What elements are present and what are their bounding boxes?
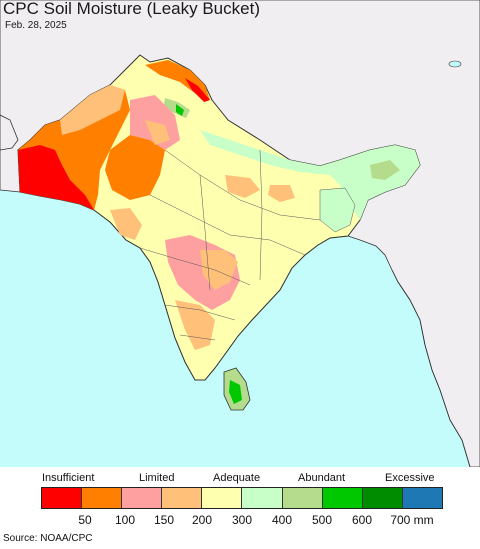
legend-swatch	[82, 488, 123, 508]
legend-category-labels: Insufficient Limited Adequate Abundant E…	[0, 472, 480, 486]
legend-swatch	[202, 488, 243, 508]
legend-label-excessive: Excessive	[385, 472, 435, 484]
legend-tick-labels: 50 100 150 200 300 400 500 600 700 mm	[0, 513, 480, 527]
sri-lanka-core	[229, 380, 242, 404]
legend-tick: 600	[351, 513, 373, 527]
source-credit: Source: NOAA/CPC	[3, 533, 93, 544]
legend-tick: 150	[153, 513, 175, 527]
myanmar-coast	[391, 269, 471, 467]
state-boundaries	[139, 149, 321, 341]
gujarat-orange	[110, 208, 142, 240]
legend-label-adequate: Adequate	[213, 472, 261, 484]
legend-tick: 50	[78, 513, 92, 527]
central-orange	[200, 250, 238, 290]
legend-swatch	[242, 488, 283, 508]
pakistan-insufficient	[18, 145, 94, 210]
legend-swatch	[362, 488, 403, 508]
legend-swatch	[402, 488, 442, 508]
legend-tick: 300	[231, 513, 253, 527]
legend-label-insufficient: Insufficient	[42, 472, 95, 484]
himalaya-orange	[145, 120, 170, 145]
legend-swatch	[282, 488, 323, 508]
mp-orange	[225, 175, 260, 198]
legend-label-limited: Limited	[139, 472, 175, 484]
legend-label-abundant: Abundant	[298, 472, 346, 484]
north-green-dark	[176, 104, 184, 116]
legend-tick: 400	[271, 513, 293, 527]
legend-swatch	[122, 488, 163, 508]
arabian-coast	[0, 114, 19, 151]
ne-india-dark	[370, 160, 400, 180]
south-moderate	[175, 300, 215, 350]
legend-tick: 200	[191, 513, 213, 527]
kashmir-red-core	[185, 78, 210, 102]
punjab-limited	[105, 135, 165, 200]
legend-tick: 100	[114, 513, 136, 527]
map-date: Feb. 28, 2025	[5, 20, 67, 31]
foothills-green	[200, 130, 350, 175]
lake	[448, 60, 462, 68]
map-title: CPC Soil Moisture (Leaky Bucket)	[3, 0, 260, 18]
legend-tick: 700 mm	[390, 513, 434, 527]
mp-orange-2	[268, 185, 295, 202]
legend-swatch	[162, 488, 203, 508]
legend-swatch	[42, 488, 83, 508]
legend-tick: 500	[311, 513, 333, 527]
legend-swatch	[322, 488, 363, 508]
pakistan-moderate	[60, 85, 125, 135]
soil-moisture-map	[0, 0, 480, 467]
legend-color-bar	[41, 487, 443, 509]
